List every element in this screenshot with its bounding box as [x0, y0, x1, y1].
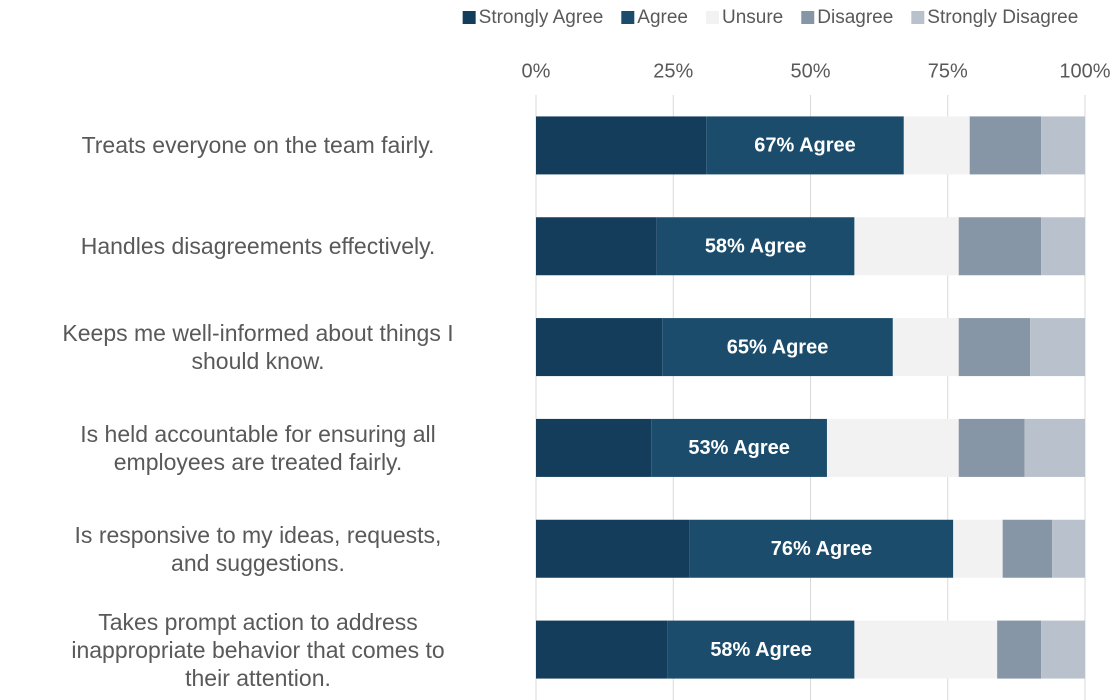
bar-segment — [651, 418, 827, 477]
category-label: Takes prompt action to address inappropr… — [71, 608, 445, 691]
bar-label: 58% Agree — [705, 236, 807, 258]
legend-label: Strongly Disagree — [927, 7, 1078, 28]
bar-segment — [1002, 519, 1053, 578]
legend-swatch — [462, 11, 476, 24]
bar-segment — [536, 217, 657, 276]
bar-label: 76% Agree — [771, 538, 873, 560]
bar-label: 53% Agree — [688, 437, 790, 459]
x-tick-label: 75% — [928, 60, 968, 82]
bar-segment — [958, 217, 1042, 276]
legend-label: Unsure — [722, 7, 783, 28]
legend-label: Strongly Agree — [479, 7, 604, 28]
bar-segment — [1052, 519, 1085, 578]
bar-segment — [826, 418, 959, 477]
bar-segment — [536, 418, 652, 477]
category-label: Treats everyone on the team fairly. — [81, 132, 435, 159]
bar-segment — [892, 318, 959, 377]
bar-segment — [1024, 418, 1085, 477]
bar-segment — [706, 116, 904, 175]
bar-label: 58% Agree — [710, 639, 812, 661]
bar-segment — [854, 620, 998, 679]
legend-label: Agree — [637, 7, 688, 28]
bar-segment — [958, 418, 1025, 477]
bar-segment — [536, 318, 663, 377]
category-label: Is held accountable for ensuring all emp… — [80, 420, 436, 475]
bar-segment — [1041, 620, 1085, 679]
x-tick-label: 100% — [1059, 60, 1110, 82]
bar-segment — [689, 519, 954, 578]
category-label: Is responsive to my ideas, requests, and… — [74, 521, 442, 576]
bar-segment — [969, 116, 1042, 175]
legend-swatch — [911, 11, 925, 24]
bar-segment — [536, 116, 707, 175]
category-label: Handles disagreements effectively. — [80, 233, 436, 260]
bar-label: 65% Agree — [727, 336, 829, 358]
bar-segment — [536, 519, 690, 578]
x-tick-label: 0% — [522, 60, 551, 82]
bar-segment — [1041, 116, 1085, 175]
bar-label: 67% Agree — [754, 135, 856, 157]
bar-segment — [656, 217, 855, 276]
legend-label: Disagree — [817, 7, 893, 28]
bar-segment — [953, 519, 1003, 578]
bar-segment — [667, 620, 855, 679]
x-tick-label: 50% — [790, 60, 830, 82]
legend-swatch — [706, 11, 720, 24]
bar-segment — [536, 620, 668, 679]
legend-swatch — [801, 11, 815, 24]
bar-segment — [854, 217, 959, 276]
bar-segment — [958, 318, 1031, 377]
bar-segment — [662, 318, 893, 377]
bar-segment — [1041, 217, 1085, 276]
category-label: Keeps me well-informed about things I sh… — [62, 320, 454, 375]
bar-segment — [1030, 318, 1085, 377]
bar-segment — [903, 116, 970, 175]
x-tick-label: 25% — [653, 60, 693, 82]
legend-swatch — [621, 11, 635, 24]
bar-segment — [997, 620, 1042, 679]
